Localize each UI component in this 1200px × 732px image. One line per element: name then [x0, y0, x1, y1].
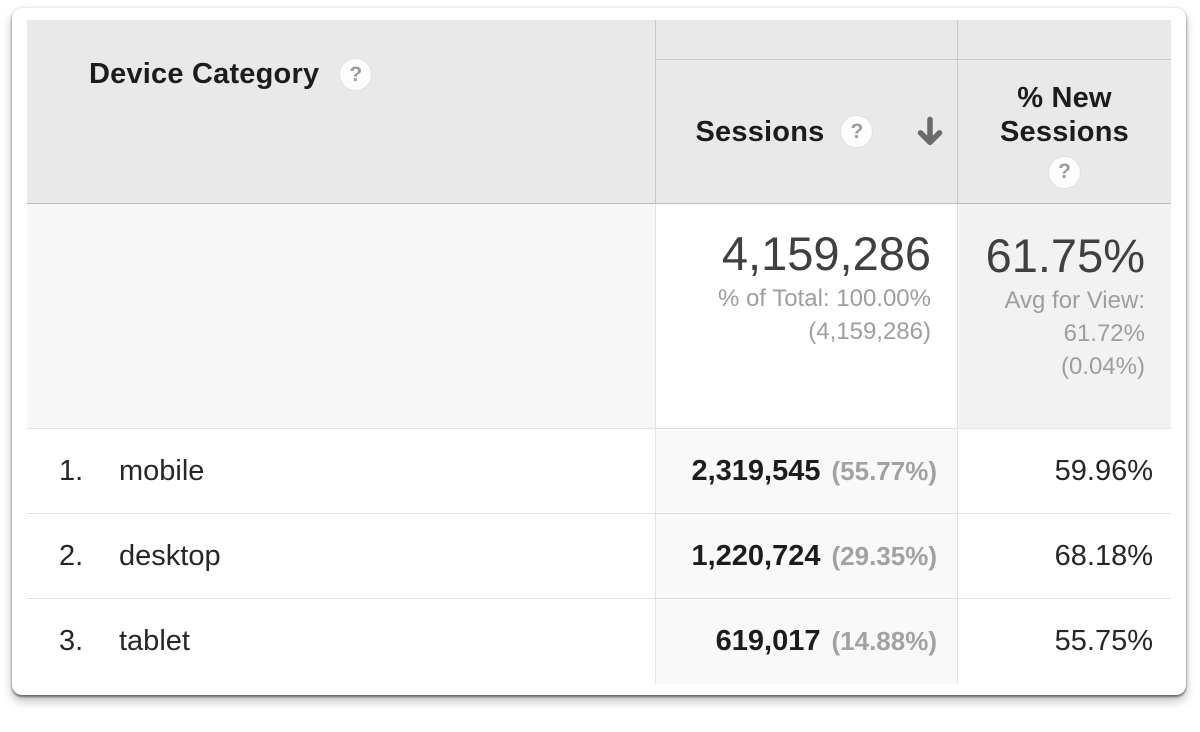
sessions-value: 1,220,724 [691, 539, 821, 572]
metric-group-strip-sessions [655, 20, 957, 60]
sessions-header-label: Sessions [695, 115, 825, 148]
sessions-pct-of-total: % of Total: 100.00% [717, 285, 931, 312]
new-sessions-header-label: % New Sessions [1000, 81, 1129, 148]
sessions-total-value: 4,159,286 [721, 227, 931, 280]
row-index: 1. [59, 454, 84, 487]
dimension-header-device-category[interactable]: Device Category ? [27, 20, 655, 203]
sessions-cell: 2,319,545 (55.77%) [655, 429, 957, 513]
new-sessions-value: 68.18% [1054, 539, 1153, 572]
new-sessions-cell: 59.96% [957, 429, 1171, 513]
sessions-cell: 1,220,724 (29.35%) [655, 514, 957, 598]
device-category-header-label: Device Category [89, 58, 320, 90]
device-name[interactable]: tablet [119, 625, 190, 657]
sort-descending-arrow-icon[interactable] [915, 115, 945, 147]
new-sessions-value: 59.96% [1054, 454, 1153, 487]
device-cell[interactable]: 2. desktop [27, 514, 655, 598]
sessions-percent: (55.77%) [831, 455, 938, 486]
new-sessions-cell: 55.75% [957, 599, 1171, 684]
device-category-table: Device Category ? Sessions ? % New Sessi… [27, 20, 1171, 684]
help-icon[interactable]: ? [1048, 155, 1081, 189]
column-header-new-sessions[interactable]: % New Sessions ? [957, 60, 1171, 203]
new-sessions-value: 55.75% [1054, 625, 1153, 657]
new-sessions-avg-label: Avg for View: [1004, 287, 1145, 314]
sessions-value: 2,319,545 [691, 454, 821, 487]
row-index: 2. [59, 539, 84, 572]
table-header: Device Category ? Sessions ? % New Sessi… [27, 20, 1171, 204]
new-sessions-avg-value: 61.75% [985, 229, 1145, 282]
sessions-value: 619,017 [715, 625, 821, 657]
sessions-percent: (14.88%) [831, 626, 938, 656]
summary-new-sessions-cell: 61.75% Avg for View: 61.72% (0.04%) [957, 204, 1171, 428]
device-name[interactable]: mobile [119, 454, 205, 487]
sessions-total-raw: (4,159,286) [808, 318, 931, 345]
summary-dimension-cell [27, 204, 655, 428]
device-cell[interactable]: 3. tablet [27, 599, 655, 684]
metric-group-strip-new-sessions [957, 20, 1171, 60]
table-row: 1. mobile 2,319,545 (55.77%) 59.96% [27, 429, 1171, 514]
new-sessions-delta: (0.04%) [1060, 353, 1145, 380]
column-header-sessions[interactable]: Sessions ? [655, 60, 957, 203]
summary-row: 4,159,286 % of Total: 100.00% (4,159,286… [27, 204, 1171, 429]
device-name[interactable]: desktop [119, 539, 221, 572]
help-icon[interactable]: ? [339, 58, 373, 91]
new-sessions-cell: 68.18% [957, 514, 1171, 598]
device-cell[interactable]: 1. mobile [27, 429, 655, 513]
row-index: 3. [59, 625, 84, 657]
sessions-percent: (29.35%) [831, 540, 938, 571]
sessions-cell: 619,017 (14.88%) [655, 599, 957, 684]
new-sessions-avg-pct: 61.72% [1063, 320, 1145, 347]
table-row: 3. tablet 619,017 (14.88%) 55.75% [27, 599, 1171, 684]
summary-sessions-cell: 4,159,286 % of Total: 100.00% (4,159,286… [655, 204, 957, 428]
table-row: 2. desktop 1,220,724 (29.35%) 68.18% [27, 514, 1171, 599]
help-icon[interactable]: ? [840, 115, 874, 148]
analytics-table-card: Device Category ? Sessions ? % New Sessi… [12, 8, 1186, 695]
